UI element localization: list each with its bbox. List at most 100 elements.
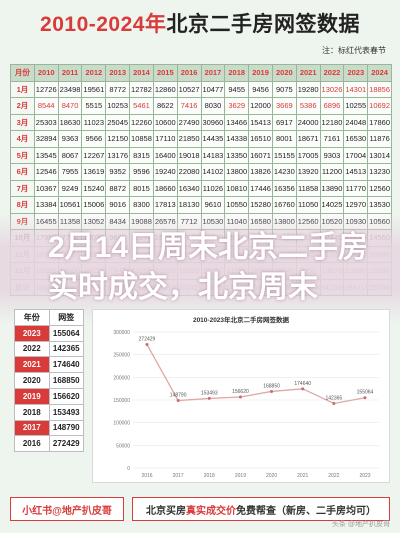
table-cell: 16071 bbox=[248, 146, 273, 164]
table-cell: 16340 bbox=[176, 179, 202, 197]
table-cell: 7416 bbox=[176, 97, 202, 115]
table-header-year: 2021 bbox=[295, 64, 321, 82]
table-row: 6月 12546 7955 13619 9352 9596 19240 22080 14102 1… bbox=[10, 163, 392, 181]
table-cell: 13800 bbox=[224, 163, 250, 181]
table-cell: 17860 bbox=[367, 113, 392, 131]
chart-y-tick: 50000 bbox=[116, 443, 130, 449]
table-header-corner: 月份 bbox=[10, 64, 35, 82]
table-cell: 13466 bbox=[224, 113, 250, 131]
monthly-data-table: 月份 2010 2011 2012 2013 2014 2015 2016 2017 2018 20… bbox=[10, 64, 392, 296]
table-cell: 10477 bbox=[200, 80, 226, 98]
chart-y-tick: 300000 bbox=[113, 330, 130, 336]
table-cell: 14102 bbox=[200, 163, 226, 181]
table-cell: 9016 bbox=[105, 196, 131, 214]
table-cell: 13176 bbox=[105, 146, 131, 164]
chart-point bbox=[176, 399, 180, 403]
table-cell: 8772 bbox=[105, 80, 131, 98]
table-cell: 12267 bbox=[81, 146, 107, 164]
table-header-year: 2024 bbox=[367, 64, 392, 82]
table-cell: 19280 bbox=[295, 80, 321, 98]
chart-x-tick: 2021 bbox=[297, 473, 308, 479]
footer-service-a: 北京买房 bbox=[146, 505, 186, 517]
table-cell: 22080 bbox=[176, 163, 202, 181]
table-cell: 10858 bbox=[129, 130, 154, 148]
table-row: 1月 12726 23498 19561 8772 12782 12860 10527 1047… bbox=[10, 80, 392, 98]
table-cell: 9363 bbox=[57, 130, 83, 148]
table-cell: 19240 bbox=[152, 163, 178, 181]
chart-point bbox=[238, 395, 242, 399]
table-cell: 12150 bbox=[105, 130, 131, 148]
table-cell: 12000 bbox=[248, 97, 273, 115]
side-row: 2018 153493 bbox=[14, 403, 84, 421]
table-cell: 8872 bbox=[105, 179, 131, 197]
side-row: 2019 156620 bbox=[14, 387, 84, 405]
table-cell: 25303 bbox=[33, 113, 59, 131]
table-cell: 8015 bbox=[129, 179, 154, 197]
table-header-year: 2011 bbox=[57, 64, 83, 82]
table-cell: 14183 bbox=[200, 146, 226, 164]
table-cell: 13920 bbox=[295, 163, 321, 181]
table-cell: 7161 bbox=[319, 130, 345, 148]
table-cell: 11770 bbox=[343, 179, 369, 197]
chart-y-tick: 200000 bbox=[113, 375, 130, 381]
table-cell: 8030 bbox=[200, 97, 226, 115]
table-month-cell: 4月 bbox=[10, 130, 35, 148]
side-value-cell: 272429 bbox=[48, 435, 84, 453]
table-cell: 13384 bbox=[33, 196, 59, 214]
table-cell: 9352 bbox=[105, 163, 131, 181]
table-cell: 16510 bbox=[248, 130, 273, 148]
chart-x-tick: 2022 bbox=[328, 473, 339, 479]
chart-data-label: 155064 bbox=[357, 390, 374, 396]
table-row: 8月 13384 10561 15006 9016 8300 17813 18130 9610 1… bbox=[10, 196, 392, 214]
table-cell: 11876 bbox=[367, 130, 392, 148]
table-cell: 18671 bbox=[295, 130, 321, 148]
table-cell: 17110 bbox=[152, 130, 178, 148]
table-cell: 9596 bbox=[129, 163, 154, 181]
chart-y-tick: 0 bbox=[127, 466, 130, 472]
table-cell: 12560 bbox=[367, 179, 392, 197]
table-cell: 8622 bbox=[152, 97, 178, 115]
footer-service-badge: 北京买房 真实成交价 免费帮查（新房、二手房均可） bbox=[132, 497, 390, 521]
table-cell: 6896 bbox=[319, 97, 345, 115]
table-cell: 25045 bbox=[105, 113, 131, 131]
chart-point bbox=[145, 342, 149, 346]
side-year-cell: 2017 bbox=[14, 419, 50, 437]
table-cell: 16356 bbox=[271, 179, 297, 197]
table-cell: 10367 bbox=[33, 179, 59, 197]
chart-point bbox=[332, 401, 336, 405]
table-cell: 21850 bbox=[176, 130, 202, 148]
chart-x-tick: 2016 bbox=[141, 473, 152, 479]
table-header-year: 2020 bbox=[271, 64, 297, 82]
chart-point bbox=[301, 387, 305, 391]
watermark: 头条 @地产扒皮哥 bbox=[331, 521, 390, 528]
side-year-cell: 2021 bbox=[14, 356, 50, 374]
table-cell: 13350 bbox=[224, 146, 250, 164]
side-value-cell: 155064 bbox=[48, 324, 84, 342]
side-value-cell: 174640 bbox=[48, 356, 84, 374]
table-cell: 18130 bbox=[176, 196, 202, 214]
side-year-cell: 2016 bbox=[14, 435, 50, 453]
table-cell: 24000 bbox=[295, 113, 321, 131]
table-cell: 12970 bbox=[343, 196, 369, 214]
table-cell: 13826 bbox=[248, 163, 273, 181]
chart-data-label: 156620 bbox=[232, 389, 249, 395]
table-row: 2月 8544 8470 5515 10253 5461 8622 7416 8030 3629 1… bbox=[10, 97, 392, 115]
page-title: 2010-2024年北京二手房网签数据 bbox=[0, 8, 400, 38]
table-cell: 17005 bbox=[295, 146, 321, 164]
table-header-year: 2022 bbox=[319, 64, 345, 82]
table-cell: 10527 bbox=[176, 80, 202, 98]
table-cell: 32894 bbox=[33, 130, 59, 148]
side-row: 2022 142365 bbox=[14, 340, 84, 358]
side-value-cell: 142365 bbox=[48, 340, 84, 358]
table-cell: 14435 bbox=[200, 130, 226, 148]
chart-title: 2010-2023年北京二手房网签数据 bbox=[193, 315, 290, 324]
table-cell: 13619 bbox=[81, 163, 107, 181]
table-cell: 5386 bbox=[295, 97, 321, 115]
footer-service-b: 真实成交价 bbox=[186, 505, 236, 517]
chart-x-tick: 2019 bbox=[235, 473, 246, 479]
table-cell: 15155 bbox=[271, 146, 297, 164]
table-cell: 12782 bbox=[129, 80, 154, 98]
table-cell: 3669 bbox=[271, 97, 297, 115]
chart-y-tick: 100000 bbox=[113, 421, 130, 427]
side-header-year: 年份 bbox=[14, 309, 50, 326]
